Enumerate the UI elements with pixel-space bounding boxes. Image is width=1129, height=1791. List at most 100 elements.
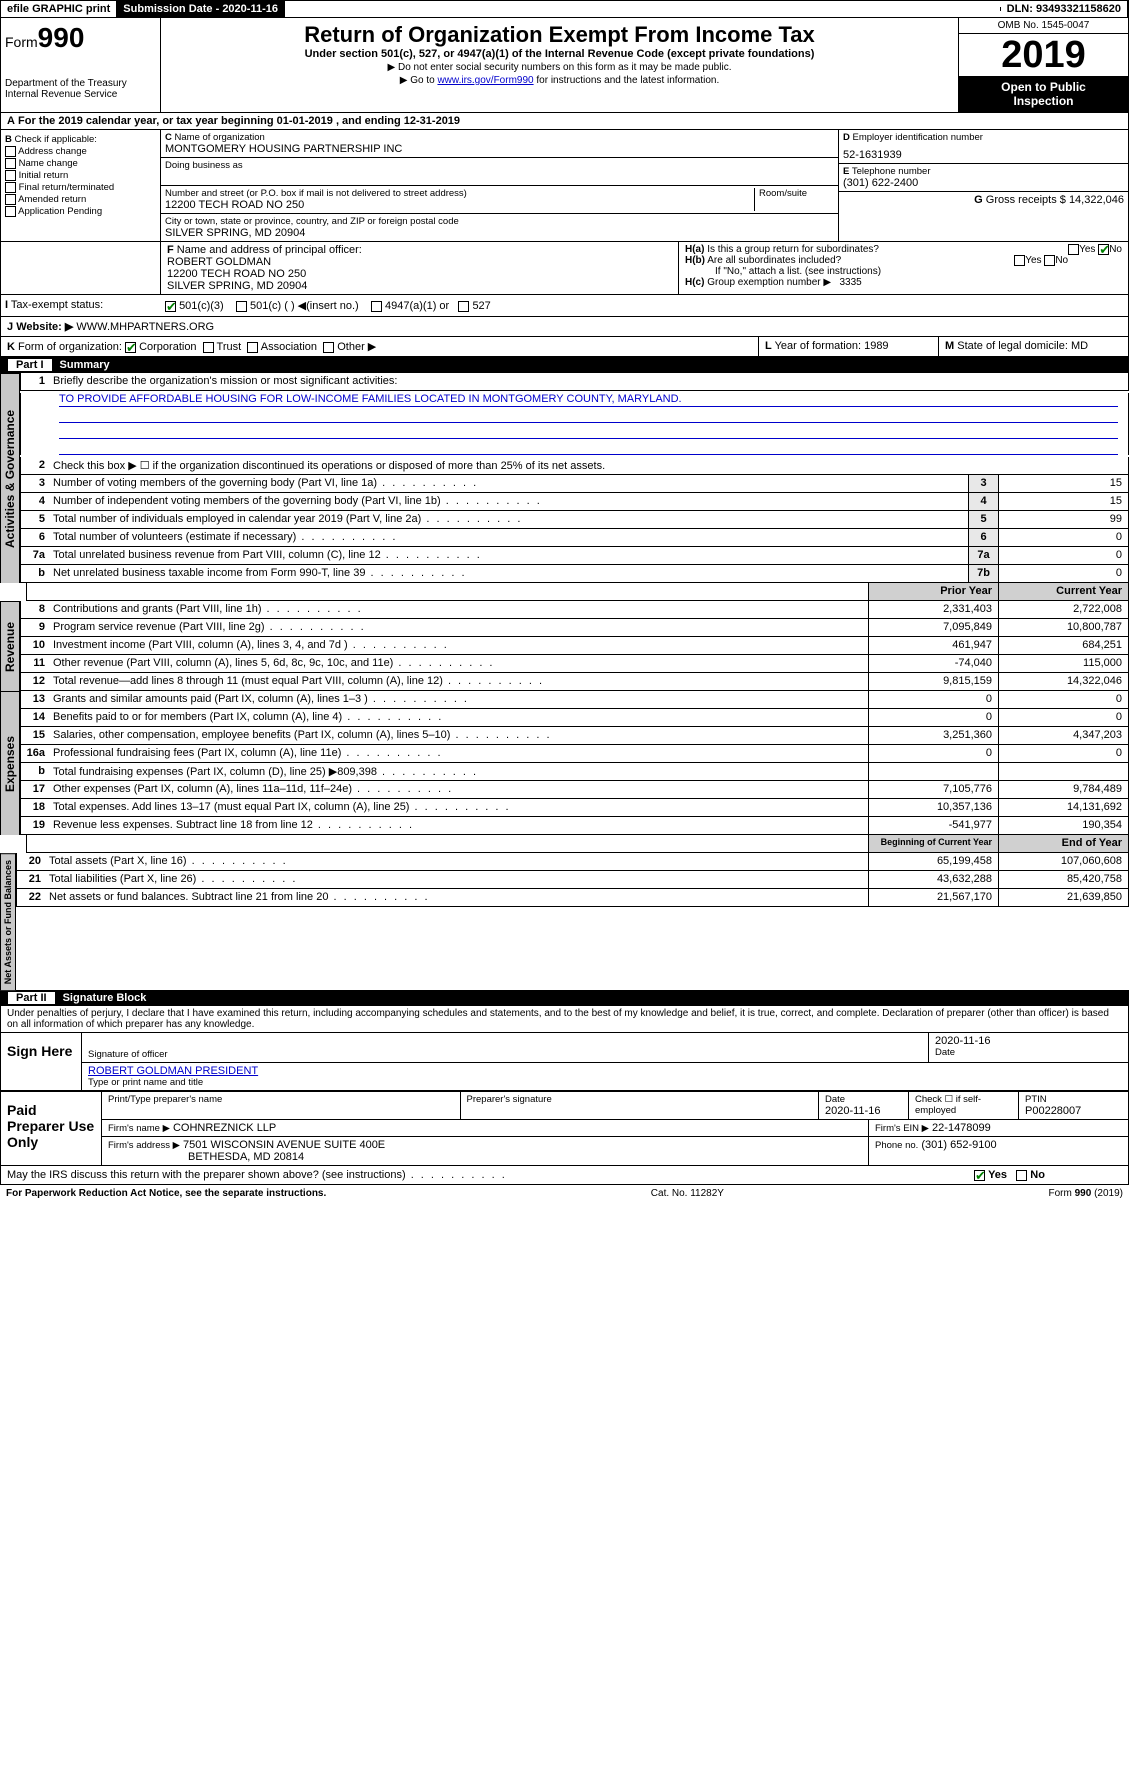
firm-address: 7501 WISCONSIN AVENUE SUITE 400E	[183, 1139, 385, 1151]
section-revenue: Revenue 8Contributions and grants (Part …	[0, 601, 1129, 691]
dept-label: Department of the Treasury Internal Reve…	[5, 78, 156, 100]
year-formation: 1989	[864, 340, 888, 352]
rev-colhdr: Prior Year Current Year	[0, 583, 1129, 601]
revenue-line-11: 11Other revenue (Part VIII, column (A), …	[20, 655, 1129, 673]
form-title: Return of Organization Exempt From Incom…	[171, 22, 948, 48]
chk-discuss-yes[interactable]	[974, 1170, 985, 1181]
form-number: Form990	[5, 22, 156, 54]
preparer-date: 2020-11-16	[825, 1105, 902, 1117]
expense-line-14: 14Benefits paid to or for members (Part …	[20, 709, 1129, 727]
gross-receipts: 14,322,046	[1069, 194, 1124, 206]
phone-value: (301) 622-2400	[843, 177, 1124, 189]
dln-label: DLN: 93493321158620	[1001, 1, 1128, 17]
tab-netassets: Net Assets or Fund Balances	[0, 853, 16, 990]
discuss-line: May the IRS discuss this return with the…	[0, 1166, 1129, 1185]
gov-line-7b: bNet unrelated business taxable income f…	[20, 565, 1129, 583]
part2-header: Part II Signature Block	[0, 990, 1129, 1006]
expense-line-16a: 16aProfessional fundraising fees (Part I…	[20, 745, 1129, 763]
sign-here-block: Sign Here Signature of officer 2020-11-1…	[0, 1033, 1129, 1091]
website-value: WWW.MHPARTNERS.ORG	[76, 321, 214, 333]
gov-line-6: 6Total number of volunteers (estimate if…	[20, 529, 1129, 547]
chk-other[interactable]	[323, 342, 334, 353]
form-subtitle: Under section 501(c), 527, or 4947(a)(1)…	[171, 48, 948, 60]
tab-governance: Activities & Governance	[0, 373, 20, 583]
omb-number: OMB No. 1545-0047	[959, 18, 1128, 34]
group-exemption: 3335	[839, 277, 861, 288]
officer-print-name: ROBERT GOLDMAN PRESIDENT	[88, 1065, 1122, 1077]
expense-line-17: 17Other expenses (Part IX, column (A), l…	[20, 781, 1129, 799]
chk-initial-return[interactable]: Initial return	[5, 170, 156, 181]
note-link: ▶ Go to www.irs.gov/Form990 for instruct…	[171, 75, 948, 86]
paid-preparer-block: Paid Preparer Use Only Print/Type prepar…	[0, 1091, 1129, 1166]
chk-527[interactable]	[458, 301, 469, 312]
top-bar: efile GRAPHIC print Submission Date - 20…	[0, 0, 1129, 18]
city-state-zip: SILVER SPRING, MD 20904	[165, 227, 834, 239]
firm-ein: 22-1478099	[932, 1122, 991, 1134]
gov-line-3: 3Number of voting members of the governi…	[20, 475, 1129, 493]
revenue-line-10: 10Investment income (Part VIII, column (…	[20, 637, 1129, 655]
chk-discuss-no[interactable]	[1016, 1170, 1027, 1181]
chk-amended-return[interactable]: Amended return	[5, 194, 156, 205]
expense-line-15: 15Salaries, other compensation, employee…	[20, 727, 1129, 745]
section-h: H(a) Is this a group return for subordin…	[678, 242, 1128, 294]
note-ssn: ▶ Do not enter social security numbers o…	[171, 62, 948, 73]
street-address: 12200 TECH ROAD NO 250	[165, 199, 754, 211]
perjury-statement: Under penalties of perjury, I declare th…	[0, 1006, 1129, 1033]
efile-label: efile GRAPHIC print	[1, 1, 117, 17]
chk-trust[interactable]	[203, 342, 214, 353]
submission-date-button[interactable]: Submission Date - 2020-11-16	[117, 1, 285, 17]
chk-corporation[interactable]	[125, 342, 136, 353]
dba-value	[165, 171, 834, 183]
form-header: Form990 Department of the Treasury Inter…	[0, 18, 1129, 113]
irs-link[interactable]: www.irs.gov/Form990	[437, 75, 533, 86]
mission-text: TO PROVIDE AFFORDABLE HOUSING FOR LOW-IN…	[59, 393, 1118, 407]
part1-header: Part I Summary	[0, 357, 1129, 373]
line-j: J Website: ▶ WWW.MHPARTNERS.ORG	[0, 317, 1129, 337]
revenue-line-9: 9Program service revenue (Part VIII, lin…	[20, 619, 1129, 637]
tax-year: 2019	[959, 34, 1128, 76]
revenue-line-12: 12Total revenue—add lines 8 through 11 (…	[20, 673, 1129, 691]
gov-line-4: 4Number of independent voting members of…	[20, 493, 1129, 511]
officer-name: ROBERT GOLDMAN	[167, 256, 672, 268]
chk-501c3[interactable]	[165, 301, 176, 312]
firm-name: COHNREZNICK LLP	[173, 1122, 276, 1134]
section-expenses: Expenses 13Grants and similar amounts pa…	[0, 691, 1129, 835]
netassets-line-20: 20Total assets (Part X, line 16)65,199,4…	[16, 853, 1129, 871]
officer-group-block: F Name and address of principal officer:…	[0, 242, 1129, 295]
section-f: F Name and address of principal officer:…	[161, 242, 678, 294]
section-b: B Check if applicable: Address change Na…	[1, 130, 161, 241]
identity-block: B Check if applicable: Address change Na…	[0, 130, 1129, 242]
section-governance: Activities & Governance 1Briefly describ…	[0, 373, 1129, 583]
gov-line-5: 5Total number of individuals employed in…	[20, 511, 1129, 529]
expense-line-13: 13Grants and similar amounts paid (Part …	[20, 691, 1129, 709]
expense-line-19: 19Revenue less expenses. Subtract line 1…	[20, 817, 1129, 835]
sign-date: 2020-11-16	[935, 1035, 1122, 1047]
officer-addr2: SILVER SPRING, MD 20904	[167, 280, 672, 292]
section-d-g: D Employer identification number 52-1631…	[838, 130, 1128, 241]
netassets-line-21: 21Total liabilities (Part X, line 26)43,…	[16, 871, 1129, 889]
paid-preparer-label: Paid Preparer Use Only	[1, 1092, 101, 1165]
line-i: I Tax-exempt status: 501(c)(3) 501(c) ( …	[0, 295, 1129, 317]
chk-4947[interactable]	[371, 301, 382, 312]
officer-addr1: 12200 TECH ROAD NO 250	[167, 268, 672, 280]
gov-line-7a: 7aTotal unrelated business revenue from …	[20, 547, 1129, 565]
chk-application-pending[interactable]: Application Pending	[5, 206, 156, 217]
chk-final-return[interactable]: Final return/terminated	[5, 182, 156, 193]
tab-expenses: Expenses	[0, 691, 20, 835]
ein-value: 52-1631939	[843, 149, 1124, 161]
chk-association[interactable]	[247, 342, 258, 353]
section-netassets: Net Assets or Fund Balances 20Total asse…	[0, 853, 1129, 990]
chk-501c[interactable]	[236, 301, 247, 312]
netassets-line-22: 22Net assets or fund balances. Subtract …	[16, 889, 1129, 907]
section-c: C Name of organization MONTGOMERY HOUSIN…	[161, 130, 838, 241]
chk-address-change[interactable]: Address change	[5, 146, 156, 157]
open-to-public: Open to Public Inspection	[959, 76, 1128, 112]
expense-line-b: bTotal fundraising expenses (Part IX, co…	[20, 763, 1129, 781]
sign-here-label: Sign Here	[1, 1033, 81, 1090]
chk-name-change[interactable]: Name change	[5, 158, 156, 169]
page-footer: For Paperwork Reduction Act Notice, see …	[0, 1185, 1129, 1202]
firm-phone: (301) 652-9100	[921, 1139, 996, 1151]
expense-line-18: 18Total expenses. Add lines 13–17 (must …	[20, 799, 1129, 817]
org-name: MONTGOMERY HOUSING PARTNERSHIP INC	[165, 143, 834, 155]
line-a: A For the 2019 calendar year, or tax yea…	[0, 113, 1129, 130]
